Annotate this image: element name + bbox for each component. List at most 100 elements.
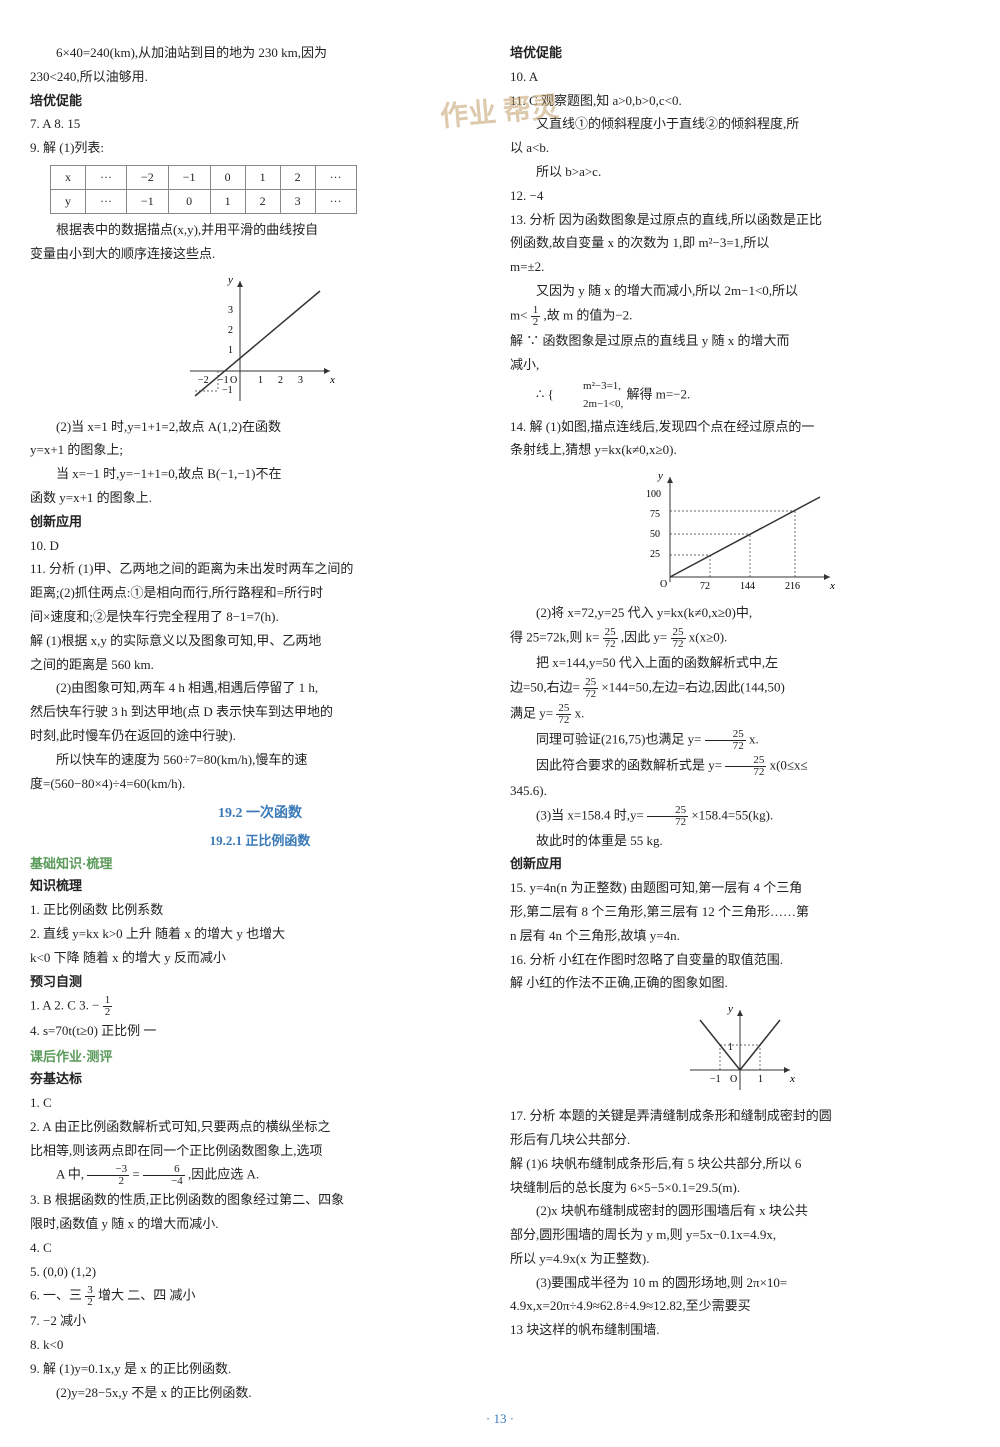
text: 所以快车的速度为 560÷7=80(km/h),慢车的速 xyxy=(30,750,490,771)
text: 块缝制后的总长度为 6×5−5×0.1=29.5(m). xyxy=(510,1178,970,1199)
text: 形,第二层有 8 个三角形,第三层有 12 个三角形……第 xyxy=(510,902,970,923)
text: x(0≤x≤ xyxy=(770,757,808,772)
graph-vshape: x y O −1 1 1 xyxy=(680,1000,800,1100)
text: 16. 分析 小红在作图时忽略了自变量的取值范围. xyxy=(510,950,970,971)
text: x. xyxy=(749,731,759,746)
text: 6. 一、三 32 增大 二、四 减小 xyxy=(30,1285,490,1308)
graph-line-1: x y O −2 −1 1 2 3 1 2 3 −1 xyxy=(180,271,340,411)
svg-text:x: x xyxy=(789,1073,795,1085)
text: 同理可验证(216,75)也满足 y= xyxy=(536,731,702,746)
text: 所以 b>a>c. xyxy=(510,162,970,183)
text: 9. 解 (1)列表: xyxy=(30,138,490,159)
text: 解 小红的作法不正确,正确的图象如图. xyxy=(510,973,970,994)
svg-text:72: 72 xyxy=(700,581,710,592)
text: ×158.4=55(kg). xyxy=(691,807,773,822)
cell: ··· xyxy=(86,165,127,189)
text: 1. A 2. C 3. − 12 xyxy=(30,995,490,1018)
text: 部分,圆形围墙的周长为 y m,则 y=5x−0.1x=4.9x, xyxy=(510,1225,970,1246)
section-title-main: 19.2 一次函数 xyxy=(30,802,490,822)
text: 2. A 由正比例函数解析式可知,只要两点的横纵坐标之 xyxy=(30,1117,490,1138)
text: x. xyxy=(575,705,585,720)
cell: 2 xyxy=(245,189,280,213)
svg-text:75: 75 xyxy=(650,509,660,520)
cell: y xyxy=(51,189,86,213)
text: ×144=50,左边=右边,因此(144,50) xyxy=(601,679,784,694)
text: (2)当 x=1 时,y=1+1=2,故点 A(1,2)在函数 xyxy=(30,417,490,438)
svg-text:216: 216 xyxy=(785,581,800,592)
text: 1. 正比例函数 比例系数 xyxy=(30,900,490,921)
cell: 2 xyxy=(280,165,315,189)
text: n 层有 4n 个三角形,故填 y=4n. xyxy=(510,926,970,947)
text: 6×40=240(km),从加油站到目的地为 230 km,因为 xyxy=(30,43,490,64)
text: 当 x=−1 时,y=−1+1=0,故点 B(−1,−1)不在 xyxy=(30,464,490,485)
text: ∴ { m²−3=1, 2m−1<0, 解得 m=−2. xyxy=(510,378,970,413)
text: 度=(560−80×4)÷4=60(km/h). xyxy=(30,774,490,795)
text: 又直线①的倾斜程度小于直线②的倾斜程度,所 xyxy=(510,114,970,135)
fraction: 6−4 xyxy=(143,1164,185,1187)
svg-text:−1: −1 xyxy=(222,385,233,396)
text: k<0 下降 随着 x 的增大 y 反而减小 xyxy=(30,948,490,969)
text: 9. 解 (1)y=0.1x,y 是 x 的正比例函数. xyxy=(30,1359,490,1380)
svg-text:100: 100 xyxy=(646,489,661,500)
svg-text:y: y xyxy=(727,1003,733,1015)
svg-text:y: y xyxy=(227,274,233,286)
text: 7. −2 减小 xyxy=(30,1311,490,1332)
fraction: 2572 xyxy=(583,677,598,700)
heading-peiyou: 培优促能 xyxy=(510,43,970,64)
text: 变量由小到大的顺序连接这些点. xyxy=(30,244,490,265)
text: 限时,函数值 y 随 x 的增大而减小. xyxy=(30,1214,490,1235)
text: (2)将 x=72,y=25 代入 y=kx(k≠0,x≥0)中, xyxy=(510,603,970,624)
text: 2. 直线 y=kx k>0 上升 随着 x 的增大 y 也增大 xyxy=(30,924,490,945)
text: 15. y=4n(n 为正整数) 由题图可知,第一层有 4 个三角 xyxy=(510,878,970,899)
svg-text:y: y xyxy=(657,470,663,482)
text: 因此符合要求的函数解析式是 y= 2572 x(0≤x≤ xyxy=(510,755,970,778)
table-row: y ··· −1 0 1 2 3 ··· xyxy=(51,189,357,213)
text: (2)由图象可知,两车 4 h 相遇,相遇后停留了 1 h, xyxy=(30,678,490,699)
text: ,故 m 的值为−2. xyxy=(543,307,632,322)
text: 比相等,则该两点即在同一个正比例函数图象上,选项 xyxy=(30,1141,490,1162)
text: x(x≥0). xyxy=(689,629,728,644)
fraction: 32 xyxy=(85,1285,95,1308)
text: 6. 一、三 xyxy=(30,1288,85,1303)
text: (2)y=28−5x,y 不是 x 的正比例函数. xyxy=(30,1383,490,1404)
text: 17. 分析 本题的关键是弄清缝制成条形和缝制成密封的圆 xyxy=(510,1106,970,1127)
table-row: x ··· −2 −1 0 1 2 ··· xyxy=(51,165,357,189)
text: 解 (1)6 块帆布缝制成条形后,有 5 块公共部分,所以 6 xyxy=(510,1154,970,1175)
svg-text:25: 25 xyxy=(650,549,660,560)
svg-text:−2: −2 xyxy=(198,375,209,386)
text: 3. B 根据函数的性质,正比例函数的图象经过第二、四象 xyxy=(30,1190,490,1211)
svg-text:x: x xyxy=(829,580,835,592)
function-table: x ··· −2 −1 0 1 2 ··· y ··· −1 0 1 2 3 ·… xyxy=(50,165,357,214)
text: 12. −4 xyxy=(510,186,970,207)
text: 13. 分析 因为函数图象是过原点的直线,所以函数是正比 xyxy=(510,210,970,231)
text: 距离;(2)抓住两点:①是相向而行,所行路程和=所行时 xyxy=(30,583,490,604)
text: 13 块这样的帆布缝制围墙. xyxy=(510,1320,970,1341)
svg-text:x: x xyxy=(329,374,335,386)
text: 解得 m=−2. xyxy=(626,387,690,402)
text: 11. C 观察题图,知 a>0,b>0,c<0. xyxy=(510,91,970,112)
text: 14. 解 (1)如图,描点连线后,发现四个点在经过原点的一 xyxy=(510,417,970,438)
cell: 1 xyxy=(210,189,245,213)
heading-jichu: 基础知识·梳理 xyxy=(30,853,490,872)
text: m²−3=1, xyxy=(557,378,623,396)
text: 满足 y= xyxy=(510,705,553,720)
text: 11. 分析 (1)甲、乙两地之间的距离为未出发时两车之间的 xyxy=(30,559,490,580)
text: 10. A xyxy=(510,67,970,88)
cell: x xyxy=(51,165,86,189)
text: 1. C xyxy=(30,1093,490,1114)
page-number: · 13 · xyxy=(0,1411,1000,1427)
svg-text:2: 2 xyxy=(278,375,283,386)
cell: −1 xyxy=(127,189,169,213)
svg-text:144: 144 xyxy=(740,581,755,592)
text: 10. D xyxy=(30,536,490,557)
right-column: 培优促能 10. A 11. C 观察题图,知 a>0,b>0,c<0. 又直线… xyxy=(510,40,970,1407)
text: ,因此 y= xyxy=(621,629,667,644)
text: = xyxy=(132,1167,139,1182)
text: 间×速度和;②是快车行完全程用了 8−1=7(h). xyxy=(30,607,490,628)
text: 因此符合要求的函数解析式是 y= xyxy=(536,757,722,772)
svg-text:1: 1 xyxy=(258,375,263,386)
text: 边=50,右边= xyxy=(510,679,580,694)
fraction: −32 xyxy=(87,1164,129,1187)
text: 所以 y=4.9x(x 为正整数). xyxy=(510,1249,970,1270)
cell: 0 xyxy=(210,165,245,189)
